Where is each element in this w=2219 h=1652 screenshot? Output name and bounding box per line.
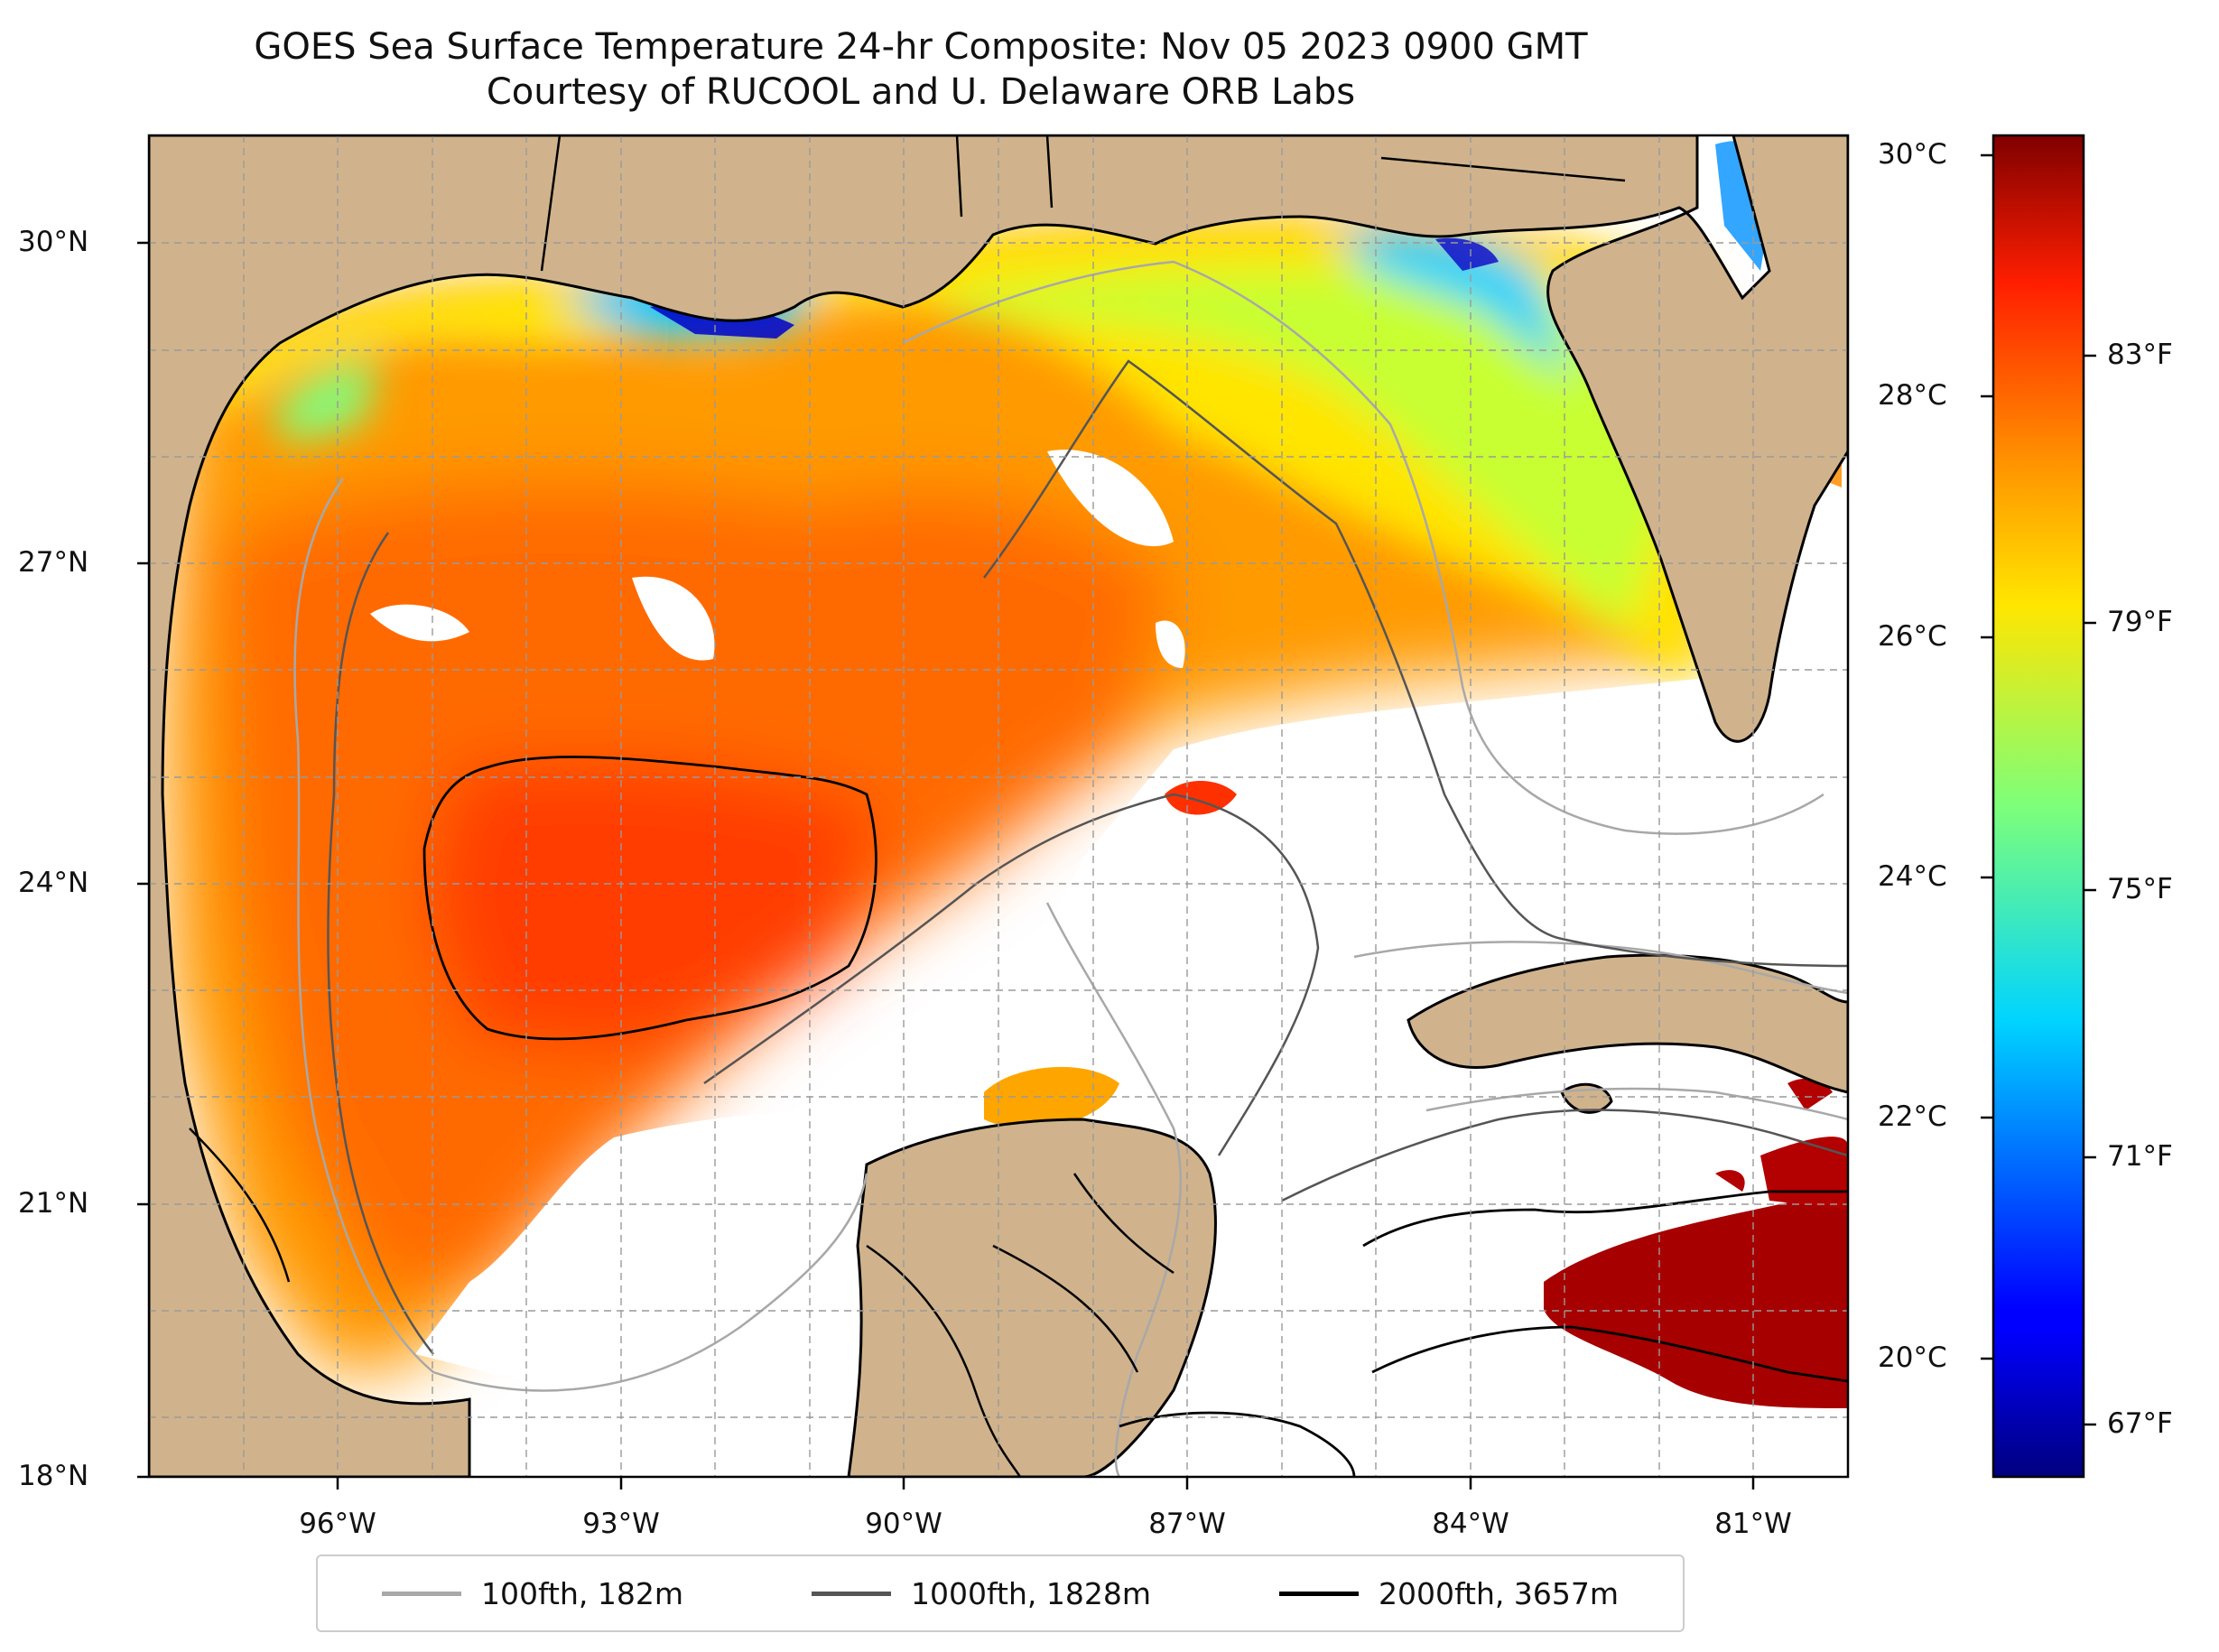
legend-swatch [812,1591,891,1596]
sst-field [162,231,1697,1372]
no-data-bay-campeche [415,1111,948,1408]
legend: 100fth, 182m 1000fth, 1828m 2000fth, 365… [316,1555,1685,1632]
legend-item-100fth: 100fth, 182m [382,1576,683,1611]
legend-swatch [1278,1591,1359,1596]
contour-2000fth [422,756,1848,1477]
yucatan-peninsula [847,1118,1217,1477]
sst-warm-patches [984,781,1848,1408]
contour-1000fth [327,359,1848,1355]
lat-tick-label: 18°N [18,1460,89,1492]
lat-tick-label: 27°N [18,546,89,579]
cloud-gaps [370,450,1185,668]
land [149,135,1848,1477]
colorbar-celsius-label: 20°C [1878,1341,1947,1374]
colorbar-celsius-label: 28°C [1878,379,1947,412]
colorbar-fahrenheit-label: 71°F [2107,1140,2173,1173]
colorbar-celsius-label: 26°C [1878,620,1947,653]
lat-tick-label: 30°N [18,226,89,258]
map-frame [147,134,1850,1479]
contour-100fth [293,260,1848,1477]
cuba [1407,953,1848,1094]
lon-tick-label: 96°W [299,1508,376,1540]
bathymetry-contours [293,260,1848,1477]
legend-item-2000fth: 2000fth, 3657m [1278,1575,1619,1611]
map-title: GOES Sea Surface Temperature 24-hr Compo… [254,26,1588,68]
lat-tick-label: 24°N [18,867,89,899]
lon-tick-label: 84°W [1432,1508,1509,1540]
colorbar-tick-marks [1981,153,2096,1426]
colorbar-celsius-label: 24°C [1878,860,1947,893]
colorbar-fahrenheit-label: 79°F [2107,606,2173,638]
lon-tick-label: 87°W [1148,1508,1226,1540]
legend-label: 100fth, 182m [481,1575,683,1611]
colorbar [1992,134,2085,1479]
lon-tick-label: 93°W [582,1508,660,1540]
map-subtitle: Courtesy of RUCOOL and U. Delaware ORB L… [486,71,1356,113]
legend-label: 1000fth, 1828m [911,1575,1151,1611]
colorbar-celsius-label: 30°C [1878,138,1947,171]
graticule [149,135,1848,1477]
colorbar-fahrenheit-label: 75°F [2107,873,2173,905]
legend-item-1000fth: 1000fth, 1828m [812,1576,1151,1611]
legend-swatch [382,1591,461,1596]
lon-tick-label: 81°W [1714,1508,1792,1540]
legend-label: 2000fth, 3657m [1378,1575,1619,1611]
colorbar-fahrenheit-label: 67°F [2107,1407,2173,1440]
colorbar-celsius-label: 22°C [1878,1100,1947,1133]
colorbar-fahrenheit-label: 83°F [2107,339,2173,371]
map-tick-marks [137,241,1755,1490]
political-borders [189,135,1626,1477]
lat-tick-label: 21°N [18,1187,89,1220]
lon-tick-label: 90°W [865,1508,942,1540]
